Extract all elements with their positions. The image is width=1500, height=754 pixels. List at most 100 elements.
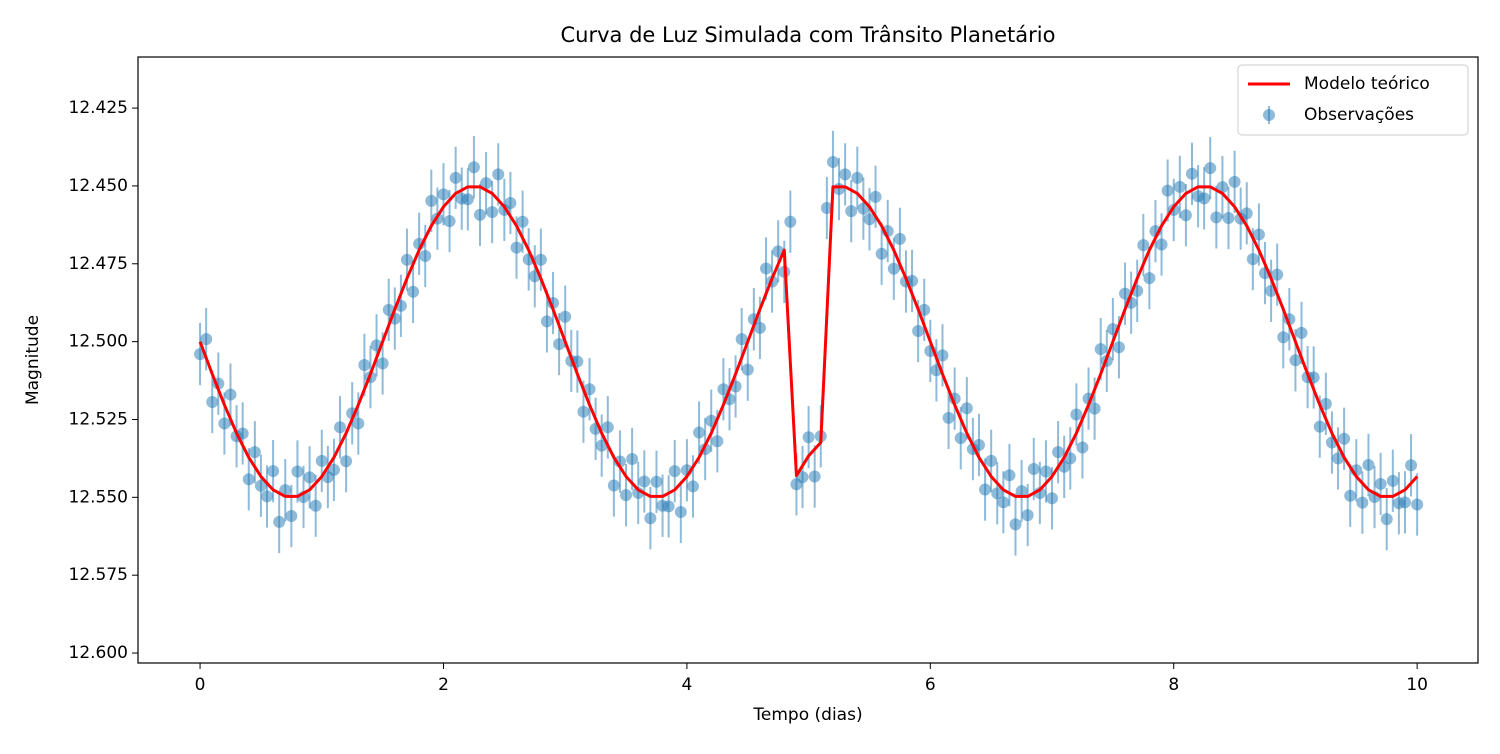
observation-point [1398,496,1411,509]
observation-point [1003,469,1016,482]
x-axis-label: Tempo (dias) [752,705,862,725]
observation-point [382,303,395,316]
legend-marker [1263,109,1275,121]
observation-point [309,499,322,512]
observation-point [1137,239,1150,252]
observation-point [796,471,809,484]
observation-point [1009,518,1022,531]
observation-point [997,496,1010,509]
observation-point [1046,492,1059,505]
observation-point [991,487,1004,500]
legend-label: Modelo teórico [1304,74,1430,94]
observation-point [686,480,699,493]
observation-point [1179,209,1192,222]
observation-point [291,465,304,478]
x-tick-label: 0 [195,675,206,695]
observation-point [1119,287,1132,300]
observation-point [1411,498,1424,511]
observation-point [845,205,858,218]
observation-point [376,357,389,370]
observation-point [1015,485,1028,498]
y-tick-label: 12.575 [69,565,128,585]
y-tick-label: 12.600 [69,643,128,663]
observation-point [449,171,462,184]
observation-point [327,463,340,476]
observation-point [1222,211,1235,224]
x-tick-label: 2 [438,675,449,695]
observation-point [839,168,852,181]
observation-point [693,426,706,439]
y-tick-label: 12.450 [69,176,128,196]
observation-point [334,421,347,434]
observation-point [662,500,675,513]
observation-point [857,202,870,215]
observation-point [607,479,620,492]
observation-point [650,475,663,488]
observation-point [893,232,906,245]
observation-point [1185,167,1198,180]
observation-point [267,465,280,478]
x-tick-label: 10 [1406,675,1428,695]
y-tick-label: 12.475 [69,254,128,274]
observation-point [735,333,748,346]
observation-point [1088,402,1101,415]
observation-point [1240,207,1253,220]
observation-point [1198,192,1211,205]
observation-point [352,417,365,430]
observation-point [1271,268,1284,281]
observation-point [1204,162,1217,175]
observation-point [407,285,420,298]
observation-point [1094,343,1107,356]
observation-point [620,489,633,502]
observation-point [553,338,566,351]
observation-point [559,310,572,323]
observation-point [1344,489,1357,502]
observation-point [869,190,882,203]
observation-point [1155,238,1168,251]
observation-point [808,470,821,483]
observation-point [400,253,413,266]
observation-point [1338,432,1351,445]
observation-point [887,262,900,275]
observation-point [1295,326,1308,339]
observation-point [577,405,590,418]
observation-point [492,168,505,181]
observation-point [486,206,499,219]
observation-point [1070,408,1083,421]
observation-point [741,363,754,376]
observation-point [1252,228,1265,241]
legend-box [1237,64,1469,136]
observation-point [419,249,432,262]
observation-point [1039,465,1052,478]
observation-point [1112,341,1125,354]
observation-point [1380,513,1393,526]
observation-point [1277,331,1290,344]
observation-point [206,396,219,409]
observation-point [1076,441,1089,454]
observation-point [942,411,955,424]
observation-point [960,402,973,415]
observation-point [936,349,949,362]
observation-point [303,471,316,484]
observation-point [1289,354,1302,367]
observation-point [601,421,614,434]
observation-point [425,194,438,207]
observation-point [254,479,267,492]
observation-point [979,483,992,496]
observation-point [802,431,815,444]
observation-point [1374,477,1387,490]
observation-point [912,325,925,338]
observation-point [595,439,608,452]
observation-point [218,417,231,430]
observation-point [1173,180,1186,193]
observation-point [760,262,773,275]
chart-title: Curva de Luz Simulada com Trânsito Plane… [561,23,1056,47]
observation-point [248,446,261,459]
observation-point [1027,462,1040,475]
observation-point [467,161,480,174]
observation-point [473,208,486,221]
x-tick-label: 6 [925,675,936,695]
observation-point [753,321,766,334]
observation-point [833,183,846,196]
observation-point [1064,452,1077,465]
